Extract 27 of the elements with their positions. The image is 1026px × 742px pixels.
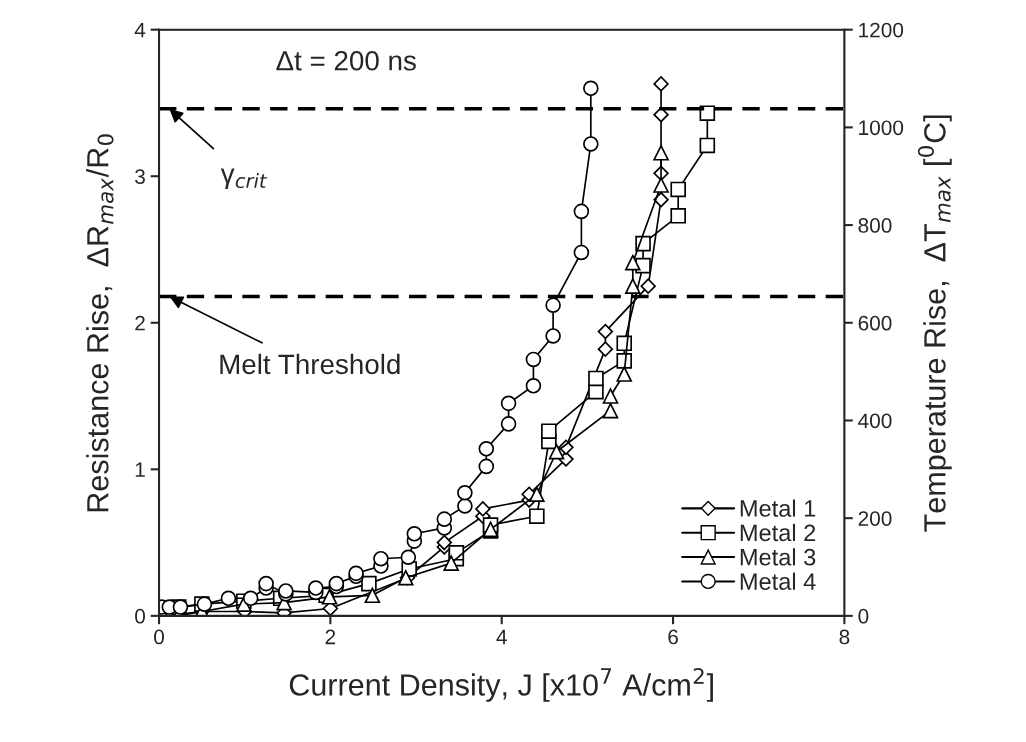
y-tick-label: 1 [135, 462, 145, 477]
ref-line-label: γ$_{crit}$ [220, 168, 268, 190]
x-tick-label: 2 [325, 629, 336, 645]
legend-label: Metal 1 [740, 499, 816, 517]
y2-tick-label: 600 [858, 315, 892, 331]
y2-tick-label: 1000 [859, 120, 904, 136]
y-tick-label: 4 [134, 22, 146, 38]
x-tick-label: 8 [839, 629, 850, 645]
legend-label: Metal 4 [740, 572, 816, 590]
y-tick-label: 0 [135, 608, 146, 624]
y2-tick-label: 400 [858, 413, 892, 429]
y2-tick-label: 1200 [859, 22, 904, 38]
x-tick-label: 6 [668, 629, 678, 645]
x-tick-label: 4 [496, 629, 507, 645]
x-axis-title: Current Density, J [x10$^{7}$ A/cm$^{2}$] [289, 667, 713, 702]
y-tick-label: 3 [135, 169, 145, 184]
y2-tick-label: 0 [858, 608, 869, 624]
y-tick-label: 2 [135, 315, 145, 331]
text: Δt = 200 ns [276, 50, 416, 71]
y2-axis-title: Temperature Rise, ΔT$_{max}$ [$^{0}$C] [917, 115, 952, 532]
y2-tick-label: 200 [858, 511, 892, 526]
y-axis-title: Resistance Rise, ΔR$_{max}$/R$_{0}$ [86, 134, 114, 512]
ref-line-label: Melt Threshold [220, 353, 400, 375]
legend-label: Metal 2 [740, 523, 816, 542]
legend-label: Metal 3 [740, 548, 816, 566]
y2-tick-label: 800 [858, 218, 892, 233]
x-tick-label: 0 [154, 629, 165, 645]
